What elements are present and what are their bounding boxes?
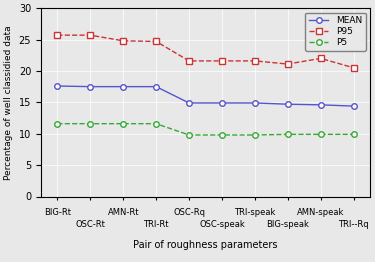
P95 (154, 40, 158, 43)
P95 (285, 62, 290, 66)
P95 (318, 57, 323, 60)
MEAN (285, 103, 290, 106)
Line: P5: P5 (55, 121, 356, 138)
X-axis label: Pair of roughness parameters: Pair of roughness parameters (133, 240, 278, 250)
Line: P95: P95 (55, 32, 356, 70)
MEAN (220, 101, 224, 105)
MEAN (88, 85, 93, 88)
P5 (351, 133, 356, 136)
Text: TRI-speak: TRI-speak (234, 208, 276, 217)
P5 (220, 133, 224, 137)
P5 (88, 122, 93, 125)
MEAN (253, 101, 257, 105)
P95 (121, 39, 126, 42)
Text: OSC-speak: OSC-speak (199, 220, 245, 229)
P95 (88, 34, 93, 37)
MEAN (55, 84, 60, 88)
Y-axis label: Percentage of well classidied data: Percentage of well classidied data (4, 25, 13, 180)
Line: MEAN: MEAN (55, 83, 356, 109)
P5 (318, 133, 323, 136)
P5 (154, 122, 158, 125)
P95 (187, 59, 191, 62)
Text: BIG-Rt: BIG-Rt (44, 208, 71, 217)
Text: OSC-Rq: OSC-Rq (173, 208, 205, 217)
P95 (253, 59, 257, 62)
P5 (285, 133, 290, 136)
MEAN (154, 85, 158, 88)
P95 (351, 66, 356, 69)
P5 (187, 133, 191, 137)
MEAN (121, 85, 126, 88)
MEAN (351, 105, 356, 108)
Text: OSC-Rt: OSC-Rt (75, 220, 105, 229)
Text: AMN-speak: AMN-speak (297, 208, 344, 217)
P5 (121, 122, 126, 125)
Text: BIG-speak: BIG-speak (266, 220, 309, 229)
P5 (253, 133, 257, 137)
MEAN (187, 101, 191, 105)
Text: AMN-Rt: AMN-Rt (108, 208, 139, 217)
Text: TRI-Rt: TRI-Rt (143, 220, 169, 229)
P95 (220, 59, 224, 62)
P5 (55, 122, 60, 125)
Text: TRI--Rq: TRI--Rq (338, 220, 369, 229)
P95 (55, 34, 60, 37)
Legend: MEAN, P95, P5: MEAN, P95, P5 (305, 13, 366, 51)
MEAN (318, 103, 323, 106)
